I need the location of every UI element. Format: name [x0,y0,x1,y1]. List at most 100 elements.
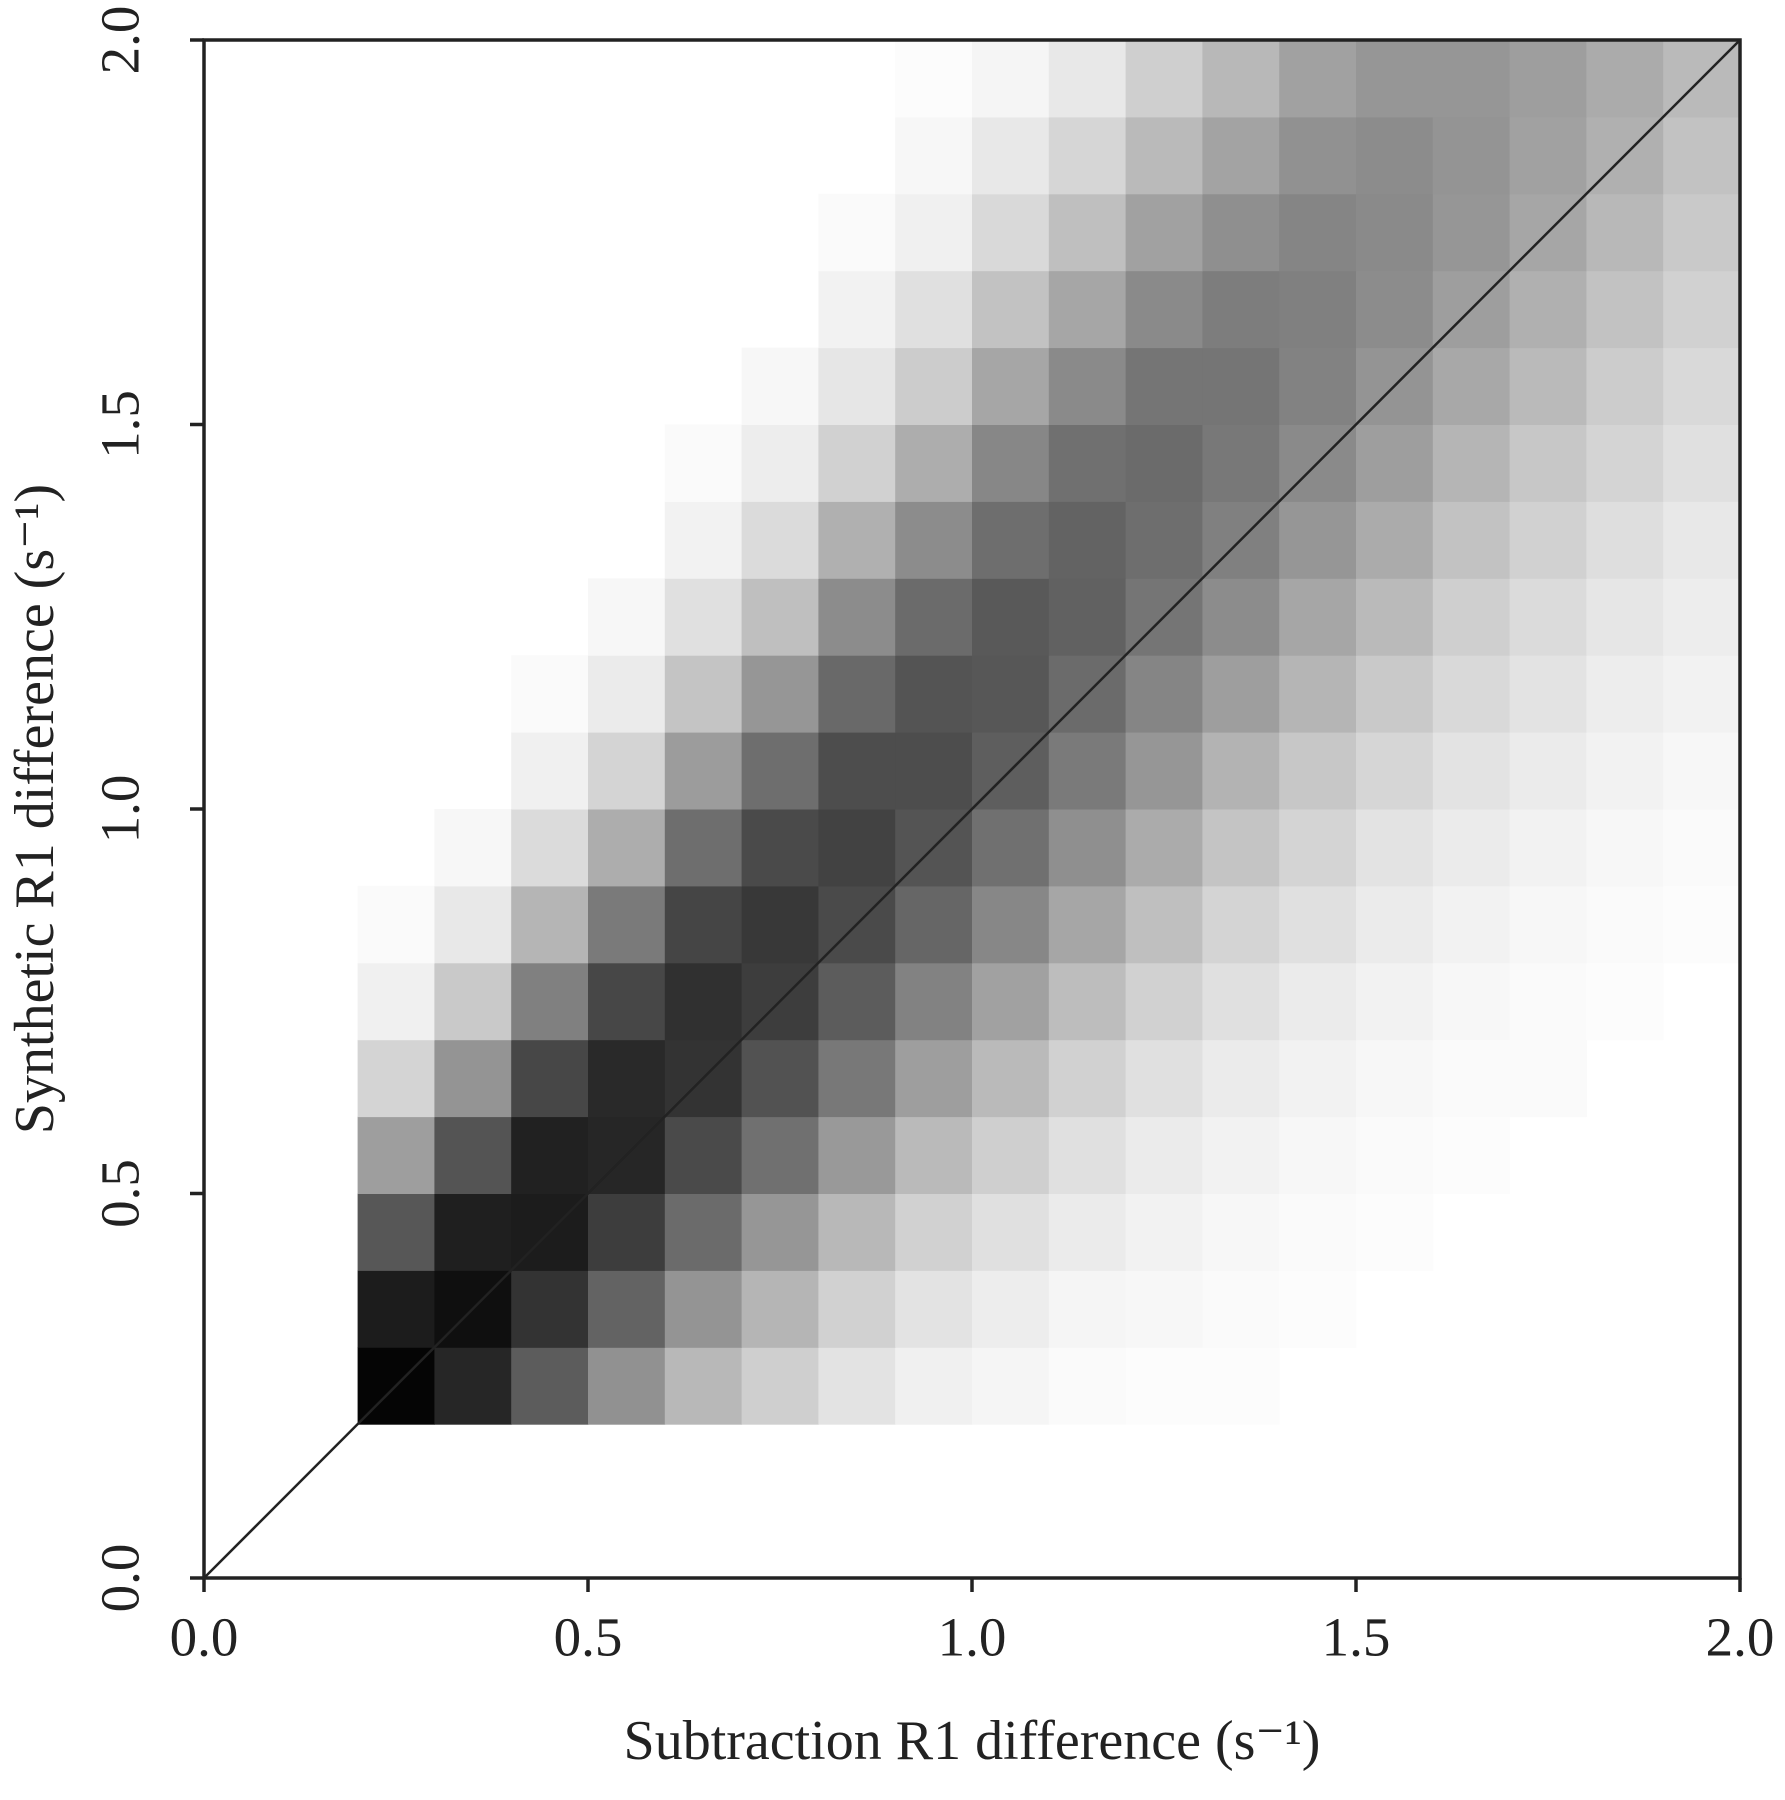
heatmap-cell [1279,1039,1357,1118]
heatmap-cell [1356,885,1434,964]
x-tick-label: 0.0 [170,1607,239,1668]
heatmap-cell [1202,116,1280,195]
heatmap-cell [1509,655,1587,733]
heatmap-cell [1125,347,1203,425]
heatmap-cell [1279,270,1357,349]
y-tick-label: 1.0 [90,775,151,844]
heatmap-cell [434,1347,512,1425]
heatmap-cell [1663,655,1741,733]
heatmap-cell [741,578,819,656]
heatmap-cell [1048,347,1127,425]
heatmap-cell [1586,578,1664,656]
heatmap-cell [1125,809,1203,887]
heatmap-cell [895,347,973,425]
heatmap-cell [741,1270,819,1348]
heatmap-cell [818,270,896,349]
heatmap-cell [741,501,819,579]
heatmap-cell [1125,655,1203,733]
heatmap-cell [1509,347,1587,425]
heatmap-cell [818,655,896,733]
heatmap-cell [741,1193,819,1271]
heatmap-cell [511,732,589,810]
heatmap-cell [1356,1193,1434,1271]
heatmap-cell [1048,1193,1127,1271]
heatmap-cell [1048,962,1127,1041]
heatmap-cell [972,885,1050,964]
heatmap-cell [1202,1039,1280,1118]
heatmap-cell [588,1270,666,1348]
heatmap-cell [1048,578,1127,656]
heatmap-cell [1279,962,1357,1041]
heatmap-cell [1279,578,1357,656]
heatmap-cell [1663,578,1741,656]
heatmap-cell [818,193,896,272]
heatmap-cell [511,1347,589,1425]
heatmap-cell [972,193,1050,272]
heatmap-cell [1586,885,1664,964]
heatmap-cell [664,809,743,887]
heatmap-cell [357,885,435,964]
heatmap-cell [664,1347,743,1425]
heatmap-cell [1279,885,1357,964]
heatmap-cell [1586,655,1664,733]
heatmap-cell [664,1270,743,1348]
heatmap-cell [1509,116,1587,195]
heatmap-cell [511,1116,589,1194]
heatmap-cell [972,655,1050,733]
heatmap-cell [664,501,743,579]
heatmap-cell [1663,193,1741,272]
heatmap-cell [972,1193,1050,1271]
heatmap-cell [1202,732,1280,810]
heatmap-cell [1202,1116,1280,1194]
heatmap-cell [1279,1116,1357,1194]
heatmap-cell [1125,1193,1203,1271]
heatmap-cell [1048,1347,1127,1425]
heatmap-cell [1586,501,1664,579]
heatmap-cell [1202,1193,1280,1271]
heatmap-cell [895,424,973,502]
heatmap-cell [1586,40,1664,118]
heatmap-cell [1586,270,1664,349]
heatmap-cell [511,809,589,887]
y-axis-title: Synthetic R1 difference (s⁻¹) [4,484,66,1134]
heatmap-cell [1356,116,1434,195]
heatmap-cell [972,1347,1050,1425]
heatmap-cell [741,732,819,810]
heatmap-cell [434,809,512,887]
heatmap-cell [1356,809,1434,887]
heatmap-cell [1432,732,1511,810]
heatmap-cell [434,1039,512,1118]
heatmap-cell [1125,1270,1203,1348]
heatmap-cell [741,347,819,425]
heatmap-cell [818,1116,896,1194]
x-tick-label: 0.5 [554,1607,623,1668]
heatmap-cell [1048,809,1127,887]
heatmap-cell [1279,1193,1357,1271]
heatmap-cell [818,1270,896,1348]
heatmap-cell [1125,1116,1203,1194]
heatmap-cell [1356,578,1434,656]
heatmap-cell [1202,424,1280,502]
heatmap-cell [741,885,819,964]
heatmap-cell [664,732,743,810]
heatmap-cell [1125,270,1203,349]
heatmap-cell [1125,885,1203,964]
heatmap-cell [511,1270,589,1348]
heatmap-cell [588,578,666,656]
heatmap-cell [1586,809,1664,887]
heatmap-cell [588,809,666,887]
heatmap-cell [1125,1039,1203,1118]
heatmap-cell [818,809,896,887]
heatmap-cell [1125,732,1203,810]
y-tick-label: 2.0 [90,6,151,75]
heatmap-cell [1202,885,1280,964]
heatmap-cell [1586,732,1664,810]
heatmap-cell [588,732,666,810]
heatmap-cell [434,1116,512,1194]
heatmap-cell [895,1039,973,1118]
heatmap-cell [1048,501,1127,579]
heatmap-cell [1279,655,1357,733]
heatmap-cell [895,885,973,964]
heatmap-cell [818,347,896,425]
heatmap-cell [1125,1347,1203,1425]
